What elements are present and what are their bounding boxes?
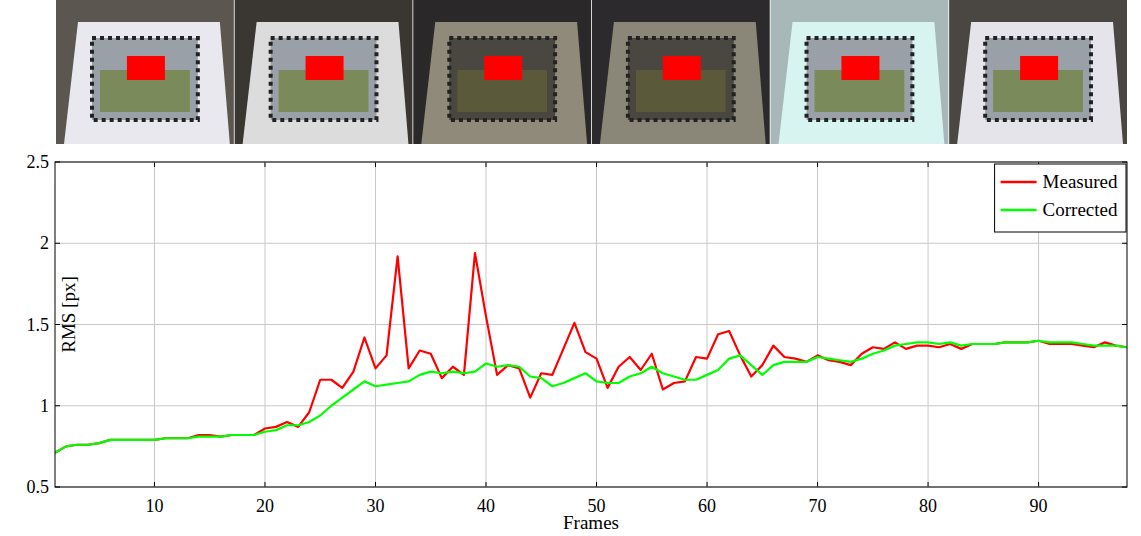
- photo-strip: [56, 0, 1127, 144]
- tick: [596, 162, 597, 167]
- tick-label: 20: [256, 496, 274, 516]
- figure: 1020304050607080900.511.522.5RMS [px]Fra…: [0, 0, 1141, 536]
- tick-label: 2: [40, 233, 49, 253]
- photo-box: [663, 56, 701, 80]
- tick: [1038, 482, 1039, 487]
- grid-line: [55, 405, 1127, 406]
- tick: [55, 405, 60, 406]
- photo-paper: [600, 22, 766, 144]
- tick-label: 30: [366, 496, 384, 516]
- tick: [928, 162, 929, 167]
- tick-label: 80: [919, 496, 937, 516]
- grid-line: [55, 324, 1127, 325]
- tick: [1122, 324, 1127, 325]
- legend-swatch: [1001, 209, 1037, 211]
- photo-paper: [243, 22, 409, 144]
- grid: [55, 162, 1127, 487]
- tick-label: 10: [145, 496, 163, 516]
- legend: Measured Corrected: [995, 164, 1126, 232]
- series-group: [55, 253, 1127, 453]
- legend-box: [995, 164, 1126, 232]
- grid-line: [55, 243, 1127, 244]
- photo-box: [841, 56, 879, 80]
- legend-label: Corrected: [1043, 199, 1118, 220]
- tick: [55, 243, 60, 244]
- photo: [949, 0, 1127, 144]
- tick: [1122, 405, 1127, 406]
- photo-paper: [421, 22, 587, 144]
- photo-paper: [64, 22, 230, 144]
- tick: [707, 482, 708, 487]
- legend-swatch: [1001, 181, 1037, 183]
- tick: [264, 162, 265, 167]
- photo-bg: [771, 0, 949, 144]
- photo-bg: [56, 0, 234, 144]
- tick: [264, 482, 265, 487]
- tick-label: 1: [40, 396, 49, 416]
- tick: [817, 162, 818, 167]
- axis-title: Frames: [563, 512, 619, 533]
- axis-title: RMS [px]: [58, 276, 79, 353]
- photo-paper: [957, 22, 1123, 144]
- tick: [154, 162, 155, 167]
- tick-label: 0.5: [27, 477, 50, 497]
- photo: [56, 0, 234, 144]
- tick-label: 70: [809, 496, 827, 516]
- tick-label: 40: [477, 496, 495, 516]
- photo: [771, 0, 949, 144]
- photo-bg: [235, 0, 413, 144]
- tick: [486, 162, 487, 167]
- photo-target: [628, 38, 734, 120]
- photo: [413, 0, 591, 144]
- tick: [486, 482, 487, 487]
- photo-box: [127, 56, 165, 80]
- tick-label: 90: [1030, 496, 1048, 516]
- photo-box: [1020, 56, 1058, 80]
- photo-bg: [949, 0, 1127, 144]
- photo-target: [985, 38, 1091, 120]
- photo-bg: [413, 0, 591, 144]
- photo-box: [484, 56, 522, 80]
- tick: [375, 162, 376, 167]
- photo-target: [92, 38, 198, 120]
- tick: [928, 482, 929, 487]
- tick: [154, 482, 155, 487]
- tick-label: 60: [698, 496, 716, 516]
- tick: [375, 482, 376, 487]
- photo: [235, 0, 413, 144]
- photo-target: [807, 38, 913, 120]
- photo-paper: [779, 22, 945, 144]
- photo: [592, 0, 770, 144]
- tick: [817, 482, 818, 487]
- series-line: [55, 253, 1127, 453]
- tick-label: 1.5: [27, 315, 50, 335]
- tick-label: 2.5: [27, 152, 50, 172]
- tick: [1122, 243, 1127, 244]
- plot-frame: [55, 162, 1127, 487]
- tick: [707, 162, 708, 167]
- legend-label: Measured: [1043, 171, 1118, 192]
- photo-box: [306, 56, 344, 80]
- photo-target: [449, 38, 555, 120]
- photo-target: [271, 38, 377, 120]
- series-line: [55, 341, 1127, 453]
- tick: [596, 482, 597, 487]
- photo-bg: [592, 0, 770, 144]
